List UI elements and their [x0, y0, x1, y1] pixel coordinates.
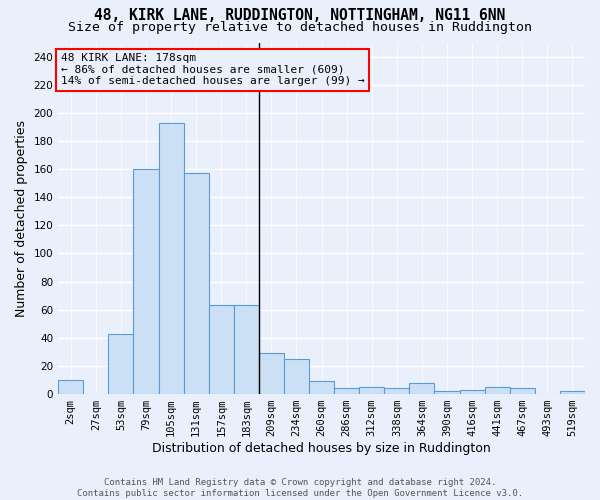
Bar	[309, 382, 334, 394]
Bar	[434, 392, 460, 394]
Bar	[560, 392, 585, 394]
Bar	[284, 359, 309, 394]
Text: Size of property relative to detached houses in Ruddington: Size of property relative to detached ho…	[68, 21, 532, 34]
Bar	[359, 387, 385, 394]
Bar	[510, 388, 535, 394]
Bar	[133, 169, 158, 394]
Bar	[58, 380, 83, 394]
Text: 48 KIRK LANE: 178sqm
← 86% of detached houses are smaller (609)
14% of semi-deta: 48 KIRK LANE: 178sqm ← 86% of detached h…	[61, 53, 365, 86]
Bar	[184, 174, 209, 394]
Bar	[460, 390, 485, 394]
Bar	[234, 306, 259, 394]
Bar	[409, 383, 434, 394]
Text: Contains HM Land Registry data © Crown copyright and database right 2024.
Contai: Contains HM Land Registry data © Crown c…	[77, 478, 523, 498]
Bar	[209, 306, 234, 394]
Bar	[334, 388, 359, 394]
Bar	[158, 122, 184, 394]
Bar	[385, 388, 409, 394]
Bar	[485, 387, 510, 394]
X-axis label: Distribution of detached houses by size in Ruddington: Distribution of detached houses by size …	[152, 442, 491, 455]
Text: 48, KIRK LANE, RUDDINGTON, NOTTINGHAM, NG11 6NN: 48, KIRK LANE, RUDDINGTON, NOTTINGHAM, N…	[94, 8, 506, 22]
Bar	[109, 334, 133, 394]
Bar	[259, 354, 284, 394]
Y-axis label: Number of detached properties: Number of detached properties	[15, 120, 28, 317]
